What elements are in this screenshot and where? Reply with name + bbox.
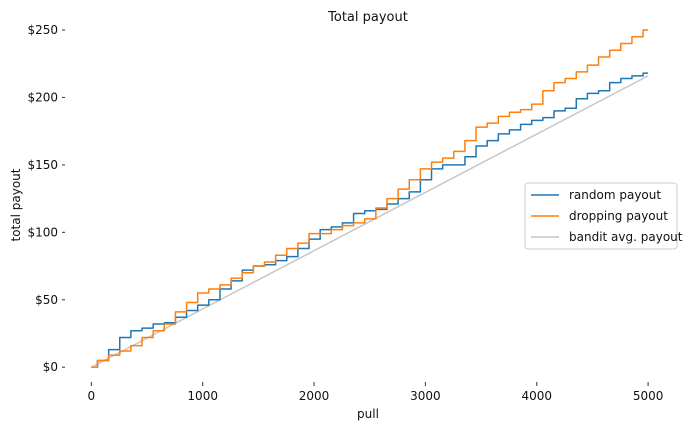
x-tick-label: 0	[88, 389, 96, 403]
x-tick-label: 1000	[187, 389, 218, 403]
series-line-bandit-avg-payout	[91, 75, 649, 368]
legend: random payout dropping payout bandit avg. …	[524, 182, 683, 250]
legend-box	[524, 182, 678, 250]
x-tick-label: 5000	[633, 389, 664, 403]
y-tick-label: $50	[35, 293, 58, 307]
y-axis-label: total payout	[9, 168, 23, 241]
x-axis: 0 1000 2000 3000 4000 5000	[88, 382, 664, 403]
legend-label: random payout	[569, 188, 661, 202]
y-axis: $0 $50 $100 $150 $200 $250	[27, 23, 65, 374]
y-tick-label: $250	[27, 23, 58, 37]
y-tick-label: $150	[27, 158, 58, 172]
y-tick-label: $200	[27, 90, 58, 104]
series-line-dropping-payout	[91, 29, 649, 368]
x-tick-label: 4000	[521, 389, 552, 403]
series-line-random-payout	[91, 72, 649, 368]
legend-label: dropping payout	[569, 209, 668, 223]
plot-area	[91, 29, 649, 368]
x-axis-label: pull	[357, 407, 379, 421]
x-tick-label: 3000	[410, 389, 441, 403]
y-tick-label: $0	[43, 360, 58, 374]
legend-label: bandit avg. payout	[569, 230, 683, 244]
chart-title: Total payout	[327, 10, 408, 25]
y-tick-label: $100	[27, 225, 58, 239]
x-tick-label: 2000	[299, 389, 330, 403]
